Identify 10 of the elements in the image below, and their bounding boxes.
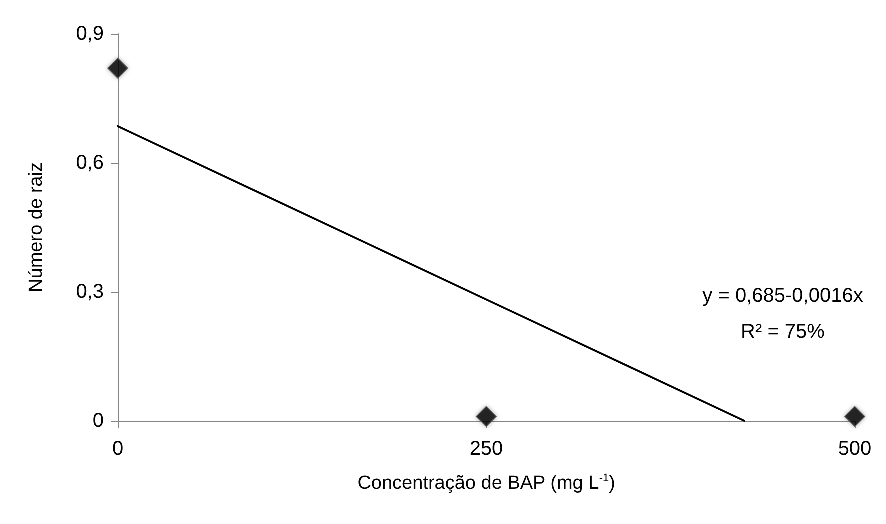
y-tick-label: 0,9 bbox=[76, 23, 104, 45]
y-tick-label: 0,6 bbox=[76, 152, 104, 174]
x-tick-label: 500 bbox=[838, 438, 872, 460]
x-tick-label: 0 bbox=[112, 438, 124, 460]
y-axis-title: Número de raiz bbox=[26, 162, 47, 292]
annotation: R² = 75% bbox=[741, 321, 826, 343]
annotation: y = 0,685-0,0016x bbox=[702, 285, 864, 307]
x-tick-label: 250 bbox=[470, 438, 504, 460]
y-tick-label: 0,3 bbox=[76, 281, 104, 303]
y-tick-label: 0 bbox=[92, 410, 104, 432]
